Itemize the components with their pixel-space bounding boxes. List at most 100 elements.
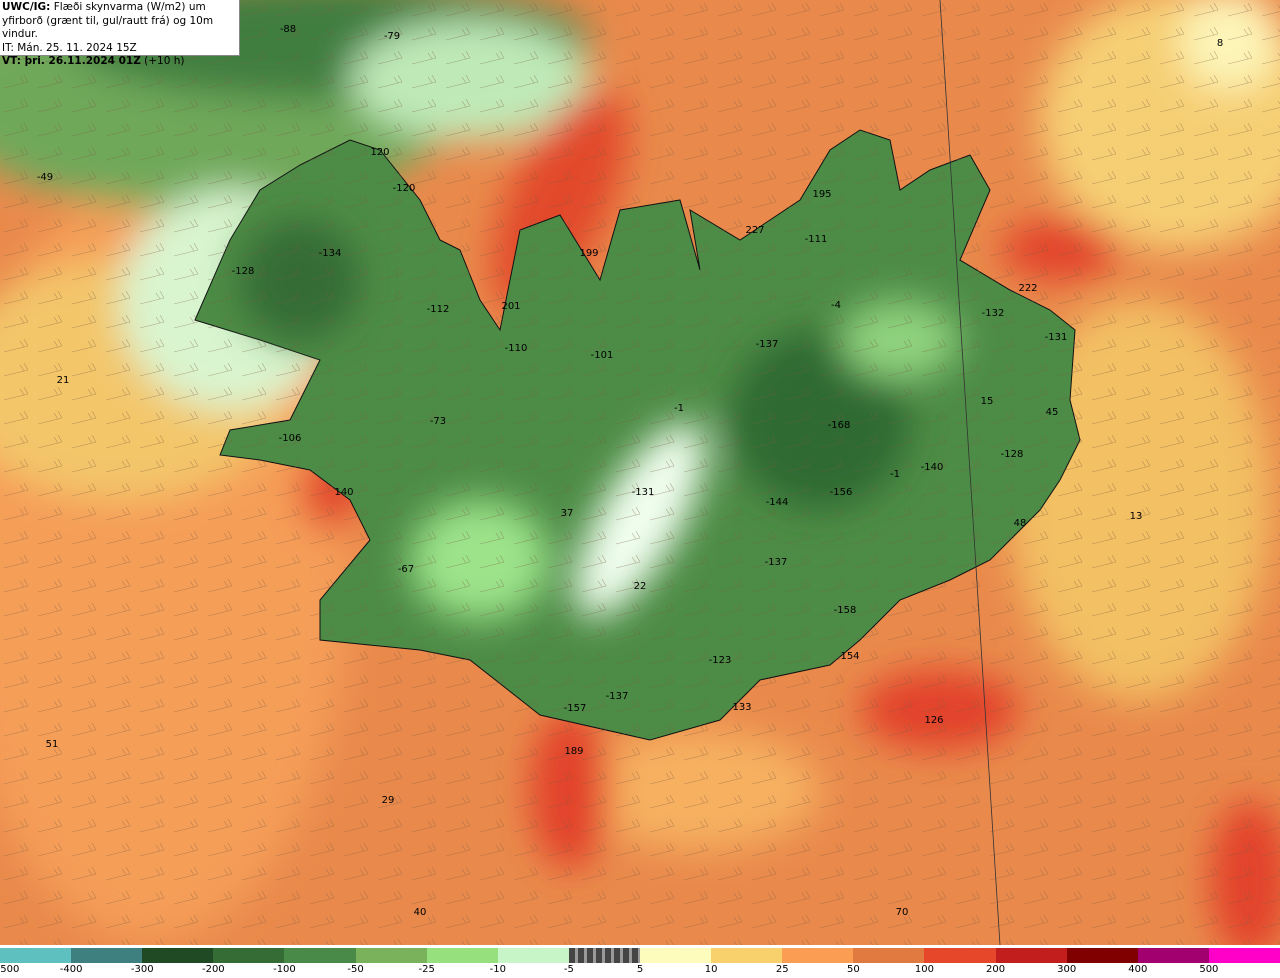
colorbar-tick-label: -400	[59, 964, 83, 975]
colorbar-tick-label: -10	[489, 964, 506, 975]
flux-value-label: -112	[427, 304, 450, 315]
model-prefix: UWC/IG:	[2, 1, 51, 13]
colorbar-tick-label: 10	[704, 964, 718, 975]
colorbar-tick-label: 300	[1057, 964, 1077, 975]
flux-value-label: 120	[370, 147, 389, 158]
flux-value-label: -134	[319, 248, 342, 259]
colorbar-tick-label: -100	[273, 964, 296, 975]
flux-value-label: 22	[634, 581, 647, 592]
flux-value-label: -88	[280, 24, 296, 35]
colorbar-swatch	[639, 948, 712, 963]
colorbar-tick-label: -25	[418, 964, 435, 975]
colorbar-swatch	[142, 948, 214, 963]
flux-value-label: -123	[709, 655, 732, 666]
value-labels: -88 -79 8 120 -120 -49 195 227 -111 -134 199 -128 22…	[37, 24, 1223, 918]
flux-value-label: -137	[606, 691, 629, 702]
colorbar-swatch	[568, 948, 640, 963]
title-line1: Flæði skynvarma (W/m2) um	[53, 1, 206, 13]
flux-value-label: -131	[1045, 332, 1068, 343]
colorbar-swatch	[284, 948, 356, 963]
colorbar-tick-label: 25	[775, 964, 789, 975]
flux-value-label: 37	[561, 508, 574, 519]
lead-time: (+10 h)	[144, 55, 185, 67]
flux-value-label: 154	[840, 651, 859, 662]
flux-value-label: -49	[37, 172, 53, 183]
flux-value-label: -131	[632, 487, 655, 498]
colorbar-tick-label: -300	[130, 964, 154, 975]
colorbar-tick-label: 500	[1199, 964, 1219, 975]
colorbar-tick-label: -50	[347, 964, 364, 975]
colorbar-swatch	[853, 948, 925, 963]
flux-value-label: 8	[1217, 38, 1223, 49]
flux-value-label: 133	[732, 702, 751, 713]
colorbar-swatch	[1208, 948, 1280, 963]
flux-value-label: -157	[564, 703, 587, 714]
flux-value-label: 227	[745, 225, 764, 236]
flux-value-label: 195	[812, 189, 831, 200]
colorbar-swatch	[355, 948, 427, 963]
colorbar-swatch	[497, 948, 569, 963]
flux-value-label: 70	[896, 907, 909, 918]
flux-value-label: 189	[564, 746, 583, 757]
colorbar-swatch	[0, 948, 72, 963]
flux-value-label: -4	[831, 300, 841, 311]
colorbar-swatch	[1137, 948, 1209, 963]
heat-flux-map: -88 -79 8 120 -120 -49 195 227 -111 -134 199 -128 22…	[0, 0, 1280, 945]
map-title: UWC/IG: Flæði skynvarma (W/m2) um yfirbo…	[0, 0, 240, 67]
flux-value-label: 140	[334, 487, 353, 498]
flux-value-label: -1	[890, 469, 900, 480]
init-time: IT: Mán. 25. 11. 2024 15Z	[2, 41, 137, 54]
colorbar-swatch	[924, 948, 996, 963]
colorbar-tick-label: -500	[0, 964, 20, 975]
flux-value-label: -120	[393, 183, 416, 194]
colorbar-swatch	[426, 948, 498, 963]
flux-value-label: 45	[1046, 407, 1059, 418]
colorbar-swatch	[1066, 948, 1138, 963]
valid-time: VT: þri. 26.11.2024 01Z	[2, 55, 141, 67]
colorbar-tick-label: 50	[846, 964, 860, 975]
flux-value-label: -67	[398, 564, 414, 575]
flux-value-label: 15	[981, 396, 994, 407]
colorbar-tick-label: 200	[986, 964, 1006, 975]
flux-value-label: -79	[384, 31, 400, 42]
flux-value-label: 222	[1018, 283, 1037, 294]
flux-value-label: -137	[756, 339, 779, 350]
flux-value-label: -158	[834, 605, 857, 616]
colorbar-swatch	[995, 948, 1067, 963]
flux-value-label: 126	[924, 715, 943, 726]
flux-value-label: 201	[501, 301, 520, 312]
flux-value-label: -128	[1001, 449, 1024, 460]
colorbar-legend: -500 -400 -300 -200 -100 -50 -25 -10 -5 5 10 25 50 10…	[0, 948, 1280, 978]
flux-value-label: -140	[921, 462, 944, 473]
flux-value-label: 29	[382, 795, 395, 806]
colorbar-tick-label: -200	[201, 964, 225, 975]
flux-value-label: 199	[579, 248, 598, 259]
flux-value-label: -168	[828, 420, 851, 431]
flux-value-label: -101	[591, 350, 614, 361]
flux-value-label: -106	[279, 433, 302, 444]
colorbar-swatch	[711, 948, 783, 963]
flux-value-label: -132	[982, 308, 1005, 319]
flux-value-label: -156	[830, 487, 853, 498]
flux-value-label: -128	[232, 266, 255, 277]
flux-value-label: -73	[430, 416, 446, 427]
title-line2: yfirborð (grænt til, gul/rautt frá) og 1…	[2, 14, 214, 41]
flux-value-label: -110	[505, 343, 528, 354]
flux-value-label: 13	[1130, 511, 1143, 522]
flux-value-label: -111	[805, 234, 828, 245]
flux-value-label: -144	[766, 497, 789, 508]
flux-value-label: 48	[1014, 518, 1027, 529]
flux-value-label: 51	[46, 739, 59, 750]
colorbar-tick-label: 100	[914, 964, 934, 975]
flux-value-label: 40	[414, 907, 427, 918]
flux-value-label: -1	[674, 403, 684, 414]
colorbar-tick-label: 400	[1128, 964, 1148, 975]
wind-barbs	[0, 0, 1280, 945]
flux-value-label: -137	[765, 557, 788, 568]
colorbar-swatch	[71, 948, 143, 963]
colorbar-swatch	[782, 948, 854, 963]
flux-value-label: 21	[57, 375, 70, 386]
colorbar-tick-label: 5	[636, 964, 644, 975]
meridian-line	[939, 0, 1001, 945]
colorbar-tick-label: -5	[563, 964, 574, 975]
